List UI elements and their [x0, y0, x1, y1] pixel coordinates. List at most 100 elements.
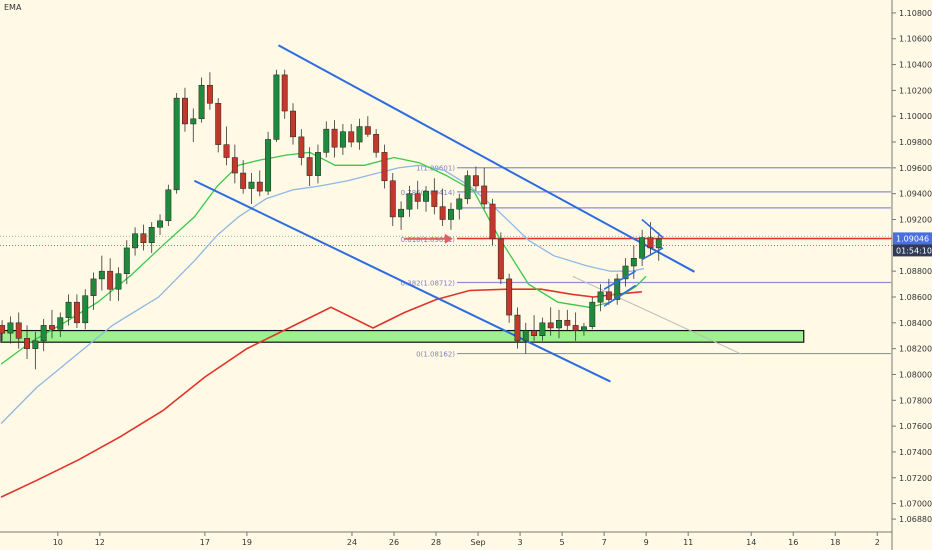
candle-body	[240, 172, 247, 189]
candle-body	[132, 233, 139, 249]
fib-level-label: 0(1.08162)	[416, 351, 455, 359]
flag-channel-upper	[603, 270, 637, 290]
candle-body	[514, 314, 521, 342]
y-tick-label: 1.10600	[899, 35, 932, 44]
candle-body	[32, 340, 39, 349]
candle-body	[273, 74, 280, 140]
candle-body	[140, 233, 147, 244]
x-tick-label: Sep	[471, 538, 486, 547]
y-tick-label: 1.07400	[899, 448, 932, 457]
candle-body	[464, 175, 471, 200]
candle-body	[614, 278, 621, 300]
candle-body	[448, 208, 454, 220]
candle-body	[223, 144, 230, 158]
candle-body	[597, 291, 604, 303]
y-tick-label: 1.07800	[899, 396, 932, 405]
candle-body	[456, 198, 463, 210]
y-tick-label: 1.08000	[899, 370, 932, 379]
y-tick-label: 1.09400	[899, 190, 932, 199]
candle-body	[248, 181, 255, 189]
candle-body	[564, 319, 571, 326]
lines-layer: 1(1.09601)0.786(1.09414)0.618(1.09051)0.…	[0, 44, 892, 498]
x-tick-label: 5	[560, 538, 565, 547]
y-tick-label: 1.09800	[899, 138, 932, 147]
candle-body	[539, 322, 546, 336]
candle-body	[389, 180, 396, 218]
ema-slow-line	[0, 288, 642, 498]
candle-body	[356, 126, 363, 143]
channel-lower-line	[193, 179, 611, 383]
arrow-head	[444, 233, 453, 244]
candle-body	[364, 126, 371, 135]
indicator-label: EMA	[4, 3, 22, 12]
x-tick-label: 11	[683, 538, 693, 547]
x-tick-label: 24	[347, 538, 357, 547]
y-tick-label: 1.10400	[899, 61, 932, 70]
y-tick-label: 1.06880	[899, 515, 932, 524]
candle-body	[182, 97, 188, 125]
y-axis: 1.10800 1.10600 1.10400 1.10200 1.10000 1.098…	[891, 0, 932, 550]
candle-body	[373, 134, 380, 153]
x-tick-label: 16	[788, 538, 798, 547]
candle-body	[630, 258, 637, 267]
candle-body	[506, 278, 513, 316]
candle-body	[323, 128, 330, 153]
candle-body	[556, 319, 562, 329]
candle-body	[0, 325, 6, 334]
candle-body	[655, 238, 662, 249]
x-tick-label: 3	[518, 538, 523, 547]
y-tick-label: 1.07000	[899, 500, 932, 509]
x-tick-label: 28	[431, 538, 441, 547]
candle-body	[265, 139, 272, 192]
candle-body	[206, 84, 213, 104]
candle-body	[107, 270, 114, 290]
candle-body	[98, 270, 105, 280]
y-tick-label: 1.09200	[899, 216, 932, 225]
candle-body	[348, 131, 355, 143]
x-tick-label: 19	[242, 538, 252, 547]
candle-body	[439, 206, 446, 220]
candle-body	[572, 325, 579, 331]
y-tick-label: 1.10000	[899, 112, 932, 121]
x-tick-label: 17	[200, 538, 210, 547]
candle-body	[398, 208, 405, 218]
candle-body	[622, 265, 629, 280]
candle-body	[298, 136, 305, 158]
countdown-badge	[893, 244, 932, 257]
x-tick-label: 14	[746, 538, 756, 547]
candle-body	[431, 190, 438, 207]
candle-body	[522, 330, 529, 342]
candle-body	[49, 325, 55, 330]
candle-body	[57, 317, 64, 330]
y-tick-label: 1.08400	[899, 319, 932, 328]
candle-body	[489, 203, 496, 240]
candle-body	[531, 330, 538, 336]
candle-body	[215, 103, 222, 145]
candle-body	[148, 227, 155, 244]
candle-body	[165, 189, 172, 222]
candle-body	[198, 84, 205, 120]
countdown-label: 01:54:10	[896, 246, 932, 255]
flag-channel-lower	[603, 284, 637, 307]
annotations-layer	[404, 218, 664, 307]
pennant-lower	[641, 247, 664, 261]
x-tick-label: 26	[389, 538, 399, 547]
candle-body	[331, 128, 338, 148]
candle-body	[639, 237, 646, 259]
candle-body	[115, 273, 122, 290]
candle-body	[605, 291, 612, 300]
candle-body	[190, 118, 197, 125]
candle-body	[423, 190, 429, 202]
candle-body	[40, 325, 47, 342]
x-tick-label: 18	[830, 538, 840, 547]
x-tick-label: 9	[644, 538, 649, 547]
candle-body	[123, 247, 130, 274]
support-zone	[0, 329, 805, 343]
candle-body	[589, 301, 596, 327]
x-tick-label: 10	[53, 538, 63, 547]
candle-body	[290, 110, 296, 138]
candle-body	[414, 193, 421, 202]
fib-level-label: 0.382(1.08712)	[401, 280, 456, 288]
